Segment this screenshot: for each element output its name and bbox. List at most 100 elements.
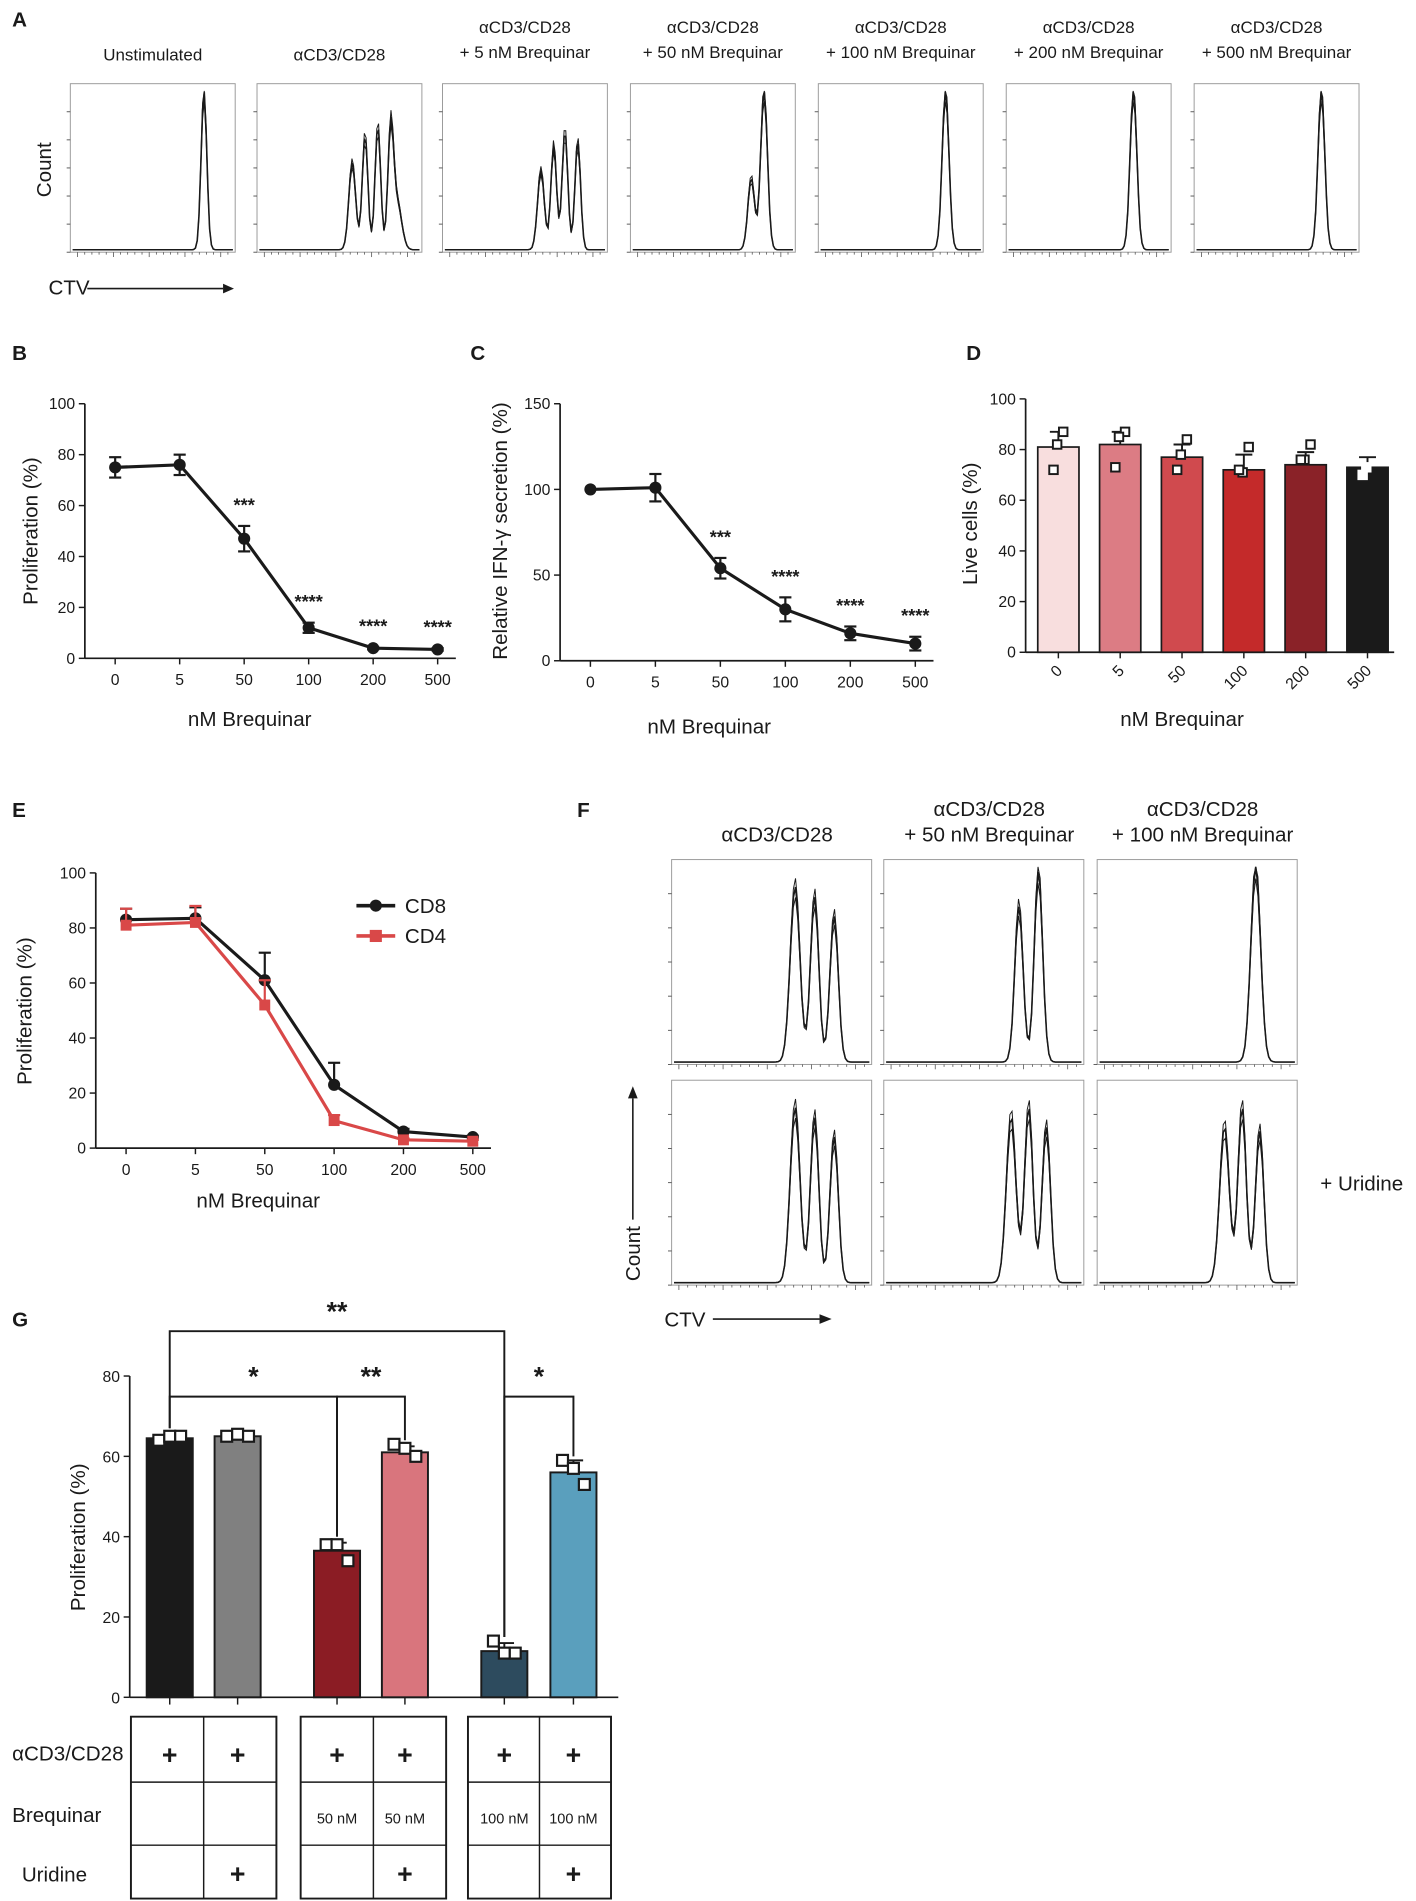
panel-g-table-brequinar-5: 100 nM [549, 1811, 597, 1827]
panel-d-xtick-label-4: 200 [1283, 662, 1314, 693]
panel-a-histogram-frame-0 [69, 83, 236, 253]
panel-f-histogram-trace-4-2 [886, 1100, 1082, 1284]
panel-e-point-1-0 [120, 919, 132, 931]
panel-g-bar-5 [549, 1471, 598, 1699]
panel-f-histogram-trace-5-2 [1099, 1100, 1295, 1284]
panel-e-xtick-label-4: 200 [390, 1162, 417, 1179]
panel-b-ytick-label-1: 20 [58, 600, 76, 617]
panel-e-xtick-label-2: 50 [256, 1162, 274, 1179]
panel-f-histogram-trace-0-2 [674, 878, 870, 1063]
panel-b-ytick-label-4: 80 [58, 447, 76, 464]
panel-f-title-1-0: αCD3/CD28 [934, 798, 1045, 821]
panel-g-point-0-1 [163, 1429, 177, 1443]
panel-label-f: F [577, 799, 590, 822]
panel-b-xtick-label-1: 5 [175, 672, 184, 689]
panel-b-xtick-label-2: 50 [235, 672, 253, 689]
panel-b-xtick-label-5: 500 [425, 672, 452, 689]
legend-item-cd4: CD4 [356, 925, 446, 948]
panel-g-point-4-1 [497, 1646, 511, 1660]
panel-d-bar-5 [1346, 466, 1389, 654]
panel-label-b: B [12, 342, 27, 365]
panel-d-xtick-label-2: 50 [1165, 662, 1190, 687]
panel-c-ytick-label-1: 50 [533, 568, 551, 585]
panel-g-table-uridine-5: + [566, 1859, 582, 1889]
panel-f-histogram-trace-2-2 [1099, 866, 1295, 1063]
panel-g-point-1-1 [231, 1427, 245, 1441]
panel-b-xtick-label-0: 0 [111, 672, 120, 689]
panel-g-point-1-0 [220, 1429, 234, 1443]
panel-g-ylabel: Proliferation (%) [67, 1463, 90, 1611]
panel-d-ytick-label-5: 100 [990, 391, 1017, 408]
panel-a-title-1-0: αCD3/CD28 [294, 46, 386, 65]
panel-b-point-0-2 [238, 532, 251, 545]
panel-f-xlabel-arrow [712, 1314, 832, 1324]
panel-c-xtick-label-2: 50 [712, 674, 730, 691]
panel-f-ylabel: Count [622, 1226, 645, 1281]
panel-d-point-1-2 [1110, 462, 1121, 473]
panel-d-xtick-label-5: 500 [1345, 662, 1376, 693]
panel-e-xtick-label-3: 100 [321, 1162, 348, 1179]
panel-f-title-0-0: αCD3/CD28 [721, 823, 832, 846]
panel-c-significance-2: *** [710, 527, 732, 547]
panel-a-histogram-trace-0-2 [72, 90, 233, 251]
panel-b-significance-4: **** [359, 616, 388, 636]
panel-c-point-0-5 [909, 637, 922, 650]
panel-g-table-row-label-0: αCD3/CD28 [12, 1742, 123, 1765]
panel-a-histogram-trace-3-2 [632, 90, 793, 251]
panel-f-ylabel-arrow [627, 1086, 638, 1220]
panel-a-xlabel-arrow [87, 283, 234, 294]
panel-d-point-4-2 [1295, 454, 1307, 465]
panel-g-table-stim-4: + [497, 1740, 513, 1770]
panel-d-ytick-label-4: 80 [998, 442, 1016, 459]
panel-e-xtick-label-5: 500 [460, 1162, 487, 1179]
panel-c-xtick-label-4: 200 [837, 674, 864, 691]
panel-e-ytick-label-3: 60 [69, 975, 87, 992]
panel-g-point-5-1 [566, 1461, 580, 1475]
panel-d-ytick-label-1: 20 [998, 594, 1016, 611]
panel-d-point-5-2 [1357, 469, 1368, 481]
panel-f-title-1-1: + 50 nM Brequinar [904, 823, 1074, 846]
panel-g-point-2-2 [341, 1554, 355, 1568]
panel-g-ytick-label-3: 60 [102, 1449, 120, 1466]
panel-g-significance-2: ** [361, 1362, 382, 1392]
panel-c-point-0-1 [649, 481, 662, 494]
panel-c-ylabel: Relative IFN-γ secretion (%) [489, 402, 512, 659]
legend-item-cd8: CD8 [356, 895, 446, 918]
panel-c-significance-5: **** [901, 606, 930, 626]
panel-g-bar-1 [213, 1435, 262, 1699]
panel-b-point-0-4 [367, 642, 380, 655]
panel-label-c: C [470, 342, 485, 365]
panel-d-bar-2 [1160, 456, 1204, 654]
panel-e-xtick-label-1: 5 [191, 1162, 200, 1179]
panel-d-ytick-label-3: 60 [998, 493, 1016, 510]
panel-g-table-stim-1: + [230, 1740, 246, 1770]
panel-b-xtick-label-4: 200 [360, 672, 387, 689]
panel-e-point-1-5 [467, 1135, 479, 1147]
panel-f-histogram-trace-1-2 [886, 866, 1082, 1063]
panel-a-title-2-0: αCD3/CD28 [479, 18, 571, 37]
legend-label-cd8: CD8 [405, 895, 446, 918]
panel-g-bracket-2 [336, 1395, 406, 1537]
panel-e-series-line-1 [126, 920, 473, 1143]
panel-e-xlabel: nM Brequinar [196, 1190, 320, 1213]
panel-f-title-2-1: + 100 nM Brequinar [1112, 823, 1294, 846]
panel-g-point-0-0 [152, 1433, 166, 1447]
panel-e-legend: CD8 CD4 [356, 895, 446, 948]
panel-f-xlabel: CTV [664, 1308, 705, 1331]
panel-b-series-line-0 [115, 463, 438, 651]
panel-b-ytick-label-2: 40 [58, 549, 76, 566]
panel-g-point-4-2 [508, 1646, 522, 1660]
panel-a-histogram-frame-4 [817, 83, 984, 253]
panel-b-xtick-label-3: 100 [296, 672, 323, 689]
panel-g-significance-3: * [534, 1362, 545, 1392]
panel-c-point-0-3 [779, 603, 792, 616]
panel-g-point-1-2 [241, 1429, 256, 1443]
panel-g-point-0-2 [174, 1429, 188, 1443]
panel-c-xtick-label-5: 500 [902, 674, 929, 691]
panel-d-ytick-label-2: 40 [998, 543, 1016, 560]
panel-d-point-2-0 [1181, 434, 1193, 445]
